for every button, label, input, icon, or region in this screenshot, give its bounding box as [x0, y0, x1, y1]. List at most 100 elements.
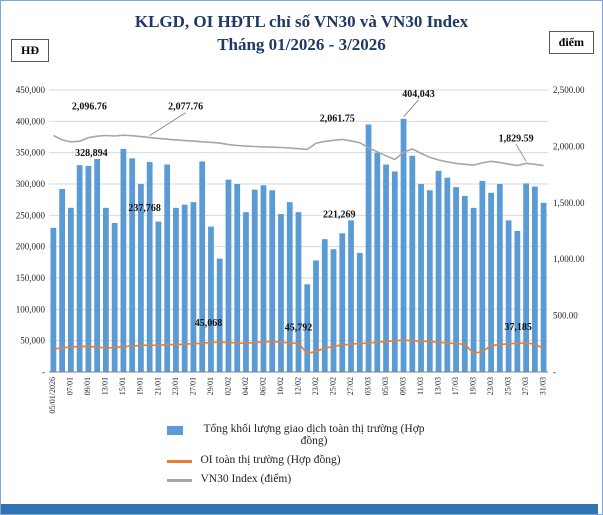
volume-bar	[365, 124, 372, 372]
volume-bar	[278, 213, 284, 372]
volume-bar	[295, 212, 302, 372]
left-axis-tick-label: 100,000	[16, 304, 46, 314]
x-axis-tick-label: 09/03	[398, 377, 407, 395]
right-axis-unit-label: điểm	[548, 31, 594, 54]
left-axis-tick-label: -	[42, 367, 45, 377]
vn30-line	[53, 134, 544, 167]
x-axis-tick-label: 10/02	[276, 377, 285, 395]
volume-bar	[85, 165, 92, 372]
left-axis-tick-label: 250,000	[16, 210, 46, 220]
x-axis-tick-label: 03/03	[363, 377, 372, 395]
data-label: 328,894	[75, 148, 108, 159]
volume-bar	[304, 284, 311, 372]
x-axis-tick-label: 23/01	[171, 377, 180, 395]
x-axis-tick-label: 25/03	[503, 377, 512, 395]
x-axis-tick-label: 21/01	[153, 377, 162, 395]
left-axis-tick-label: 300,000	[16, 179, 46, 189]
x-axis-tick-label: 19/03	[468, 377, 477, 395]
x-axis-tick-label: 27/02	[346, 377, 355, 395]
x-axis-tick-label: 27/01	[188, 377, 197, 395]
volume-bar	[199, 161, 206, 372]
volume-bar	[129, 158, 136, 372]
volume-bar	[383, 164, 389, 372]
legend-marker-volume	[166, 425, 183, 435]
volume-bar	[146, 161, 153, 372]
legend-item-vn30: VN30 Index (điểm)	[166, 473, 437, 485]
volume-bar	[138, 183, 144, 372]
data-label: 45,792	[285, 322, 313, 333]
volume-bar	[496, 183, 503, 372]
volume-bar	[505, 220, 512, 372]
chart-legend: Tổng khối lượng giao dịch toàn thị trườn…	[166, 422, 437, 485]
x-axis-tick-label: 25/02	[328, 377, 337, 395]
x-axis-tick-label: 07/01	[66, 377, 75, 395]
data-label-leader-line	[515, 143, 527, 162]
volume-bar	[330, 249, 337, 372]
volume-bar	[155, 221, 162, 372]
data-label: 2,077.76	[168, 102, 203, 113]
volume-bar	[164, 164, 171, 372]
volume-bar	[444, 177, 451, 372]
volume-bar	[243, 212, 249, 372]
data-label: 2,096.76	[72, 101, 107, 112]
volume-bar	[339, 233, 346, 372]
right-axis-tick-label: -	[553, 367, 556, 377]
data-label: 237,768	[128, 203, 161, 214]
data-label: 37,185	[504, 322, 532, 333]
volume-bar	[400, 118, 407, 372]
volume-bars	[50, 118, 547, 372]
x-axis-tick-label: 12/02	[293, 377, 302, 395]
volume-bar	[418, 183, 424, 372]
x-axis-tick-label: 31/03	[538, 377, 547, 395]
data-label-leader-line	[403, 99, 419, 117]
data-labels: 2,096.76 328,894 2,077.76 237,768 45,068 2,06…	[72, 89, 534, 334]
data-label: 1,829.59	[499, 133, 534, 144]
x-axis-labels: 05/01/2026 07/01 09/01 13/01 15/01 19/01 21/01…	[48, 377, 547, 413]
volume-bar	[286, 202, 293, 372]
volume-bar	[59, 188, 66, 372]
right-axis-tick-label: 1,000.00	[553, 254, 585, 264]
volume-bar	[356, 252, 363, 372]
right-axis-tick-label: 1,500.00	[553, 198, 585, 208]
legend-label-volume: Tổng khối lượng giao dịch toàn thị trườn…	[203, 422, 425, 447]
volume-bar	[479, 180, 486, 372]
x-axis-tick-label: 15/01	[118, 377, 127, 395]
x-axis-tick-label: 11/03	[416, 377, 425, 395]
chart-plot-area: 450,000 400,000 350,000 300,000 250,000 200,0…	[16, 85, 585, 413]
volume-bar	[260, 185, 267, 372]
volume-bar	[321, 239, 328, 372]
volume-bar	[68, 207, 74, 372]
volume-bar	[531, 186, 538, 372]
x-axis-tick-label: 17/03	[451, 377, 460, 395]
x-axis-tick-label: 29/01	[206, 377, 215, 395]
x-axis-tick-label: 05/03	[381, 377, 390, 395]
left-axis-unit-label: HĐ	[11, 39, 49, 62]
volume-bar	[523, 183, 530, 372]
volume-bar	[348, 220, 354, 372]
left-axis-tick-label: 150,000	[16, 273, 46, 283]
volume-bar	[76, 165, 83, 372]
volume-bar	[225, 179, 232, 372]
bottom-accent-bar	[1, 504, 598, 514]
volume-bar	[461, 195, 468, 372]
volume-bar	[269, 190, 276, 372]
x-axis-tick-label: 19/01	[136, 377, 145, 395]
volume-bar	[453, 187, 459, 372]
right-axis-tick-label: 2,000.00	[553, 141, 585, 151]
legend-marker-oi	[166, 459, 192, 463]
right-axis-labels: 2,500.00 2,000.00 1,500.00 1,000.00 500.00 -	[553, 85, 585, 377]
volume-bar	[181, 204, 188, 372]
x-axis-tick-label: 23/02	[311, 377, 320, 395]
x-axis-tick-label: 27/03	[521, 377, 530, 395]
x-axis-tick-label: 09/01	[83, 377, 92, 395]
volume-bar	[234, 183, 241, 372]
x-axis-tick-label: 04/02	[241, 377, 250, 395]
volume-bar	[313, 260, 319, 372]
legend-item-oi: OI toàn thị trường (Hợp đồng)	[166, 454, 437, 466]
volume-bar	[391, 171, 398, 372]
legend-marker-vn30	[166, 478, 192, 482]
x-axis-tick-label: 05/01/2026	[48, 377, 57, 413]
volume-bar	[94, 158, 101, 372]
data-label: 404,043	[402, 89, 435, 100]
